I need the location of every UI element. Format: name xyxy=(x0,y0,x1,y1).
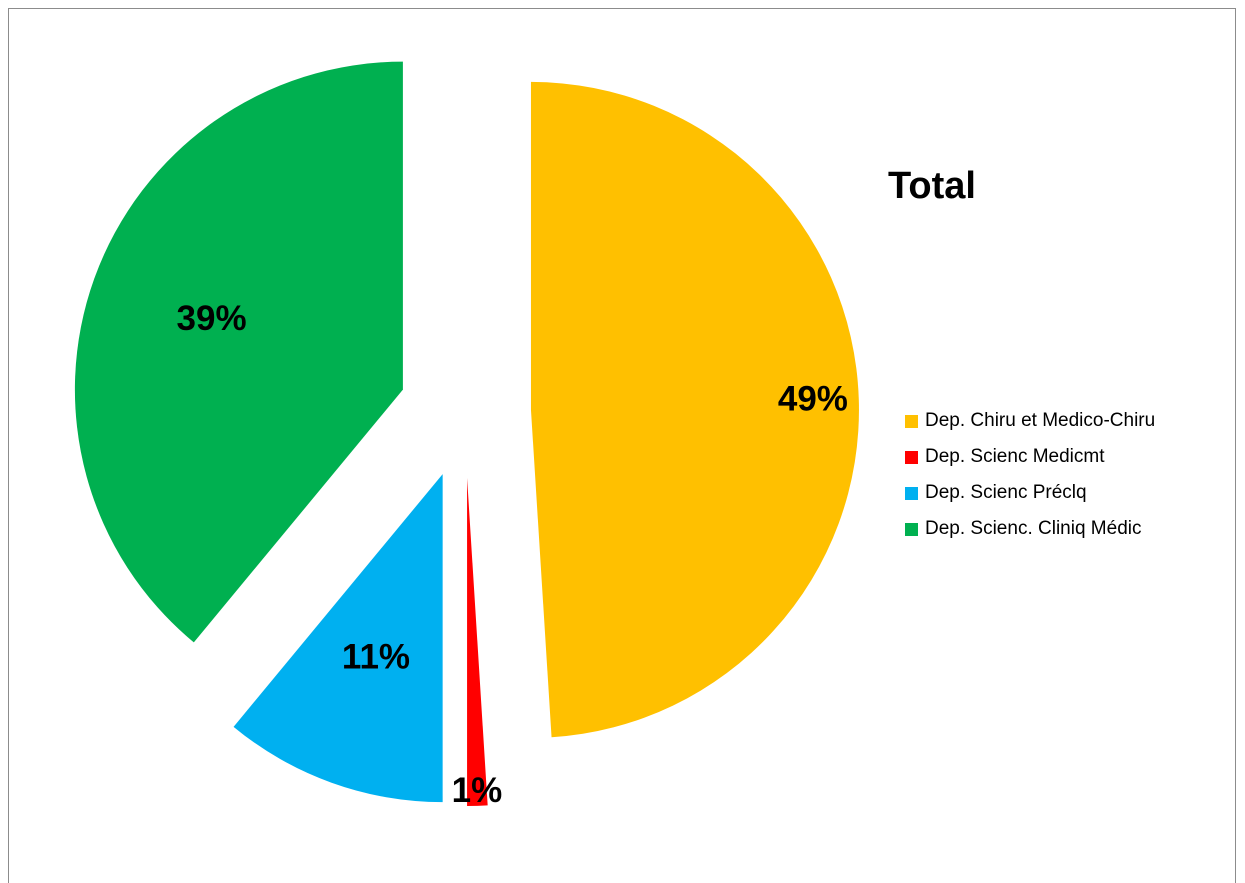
legend-label: Dep. Scienc Medicmt xyxy=(925,446,1105,467)
slice-preclq xyxy=(233,474,443,803)
data-label: 1% xyxy=(452,771,503,810)
legend-swatch xyxy=(905,450,918,464)
legend-label: Dep. Chiru et Medico-Chiru xyxy=(925,410,1156,431)
data-label: 39% xyxy=(177,299,247,338)
data-label: 11% xyxy=(342,638,410,677)
legend: Dep. Chiru et Medico-Chiru Dep. Scienc M… xyxy=(905,404,1155,548)
data-label: 49% xyxy=(778,379,848,418)
legend-label: Dep. Scienc Préclq xyxy=(925,482,1087,503)
legend-item-preclq: Dep. Scienc Préclq xyxy=(905,476,1155,510)
legend-swatch xyxy=(905,414,918,428)
legend-item-cliniq: Dep. Scienc. Cliniq Médic xyxy=(905,512,1155,546)
legend-swatch xyxy=(905,522,918,536)
legend-swatch xyxy=(905,486,918,500)
slice-medicmt xyxy=(467,477,488,806)
chart-title: Total xyxy=(888,165,976,207)
legend-item-medicmt: Dep. Scienc Medicmt xyxy=(905,440,1155,474)
slice-chiru xyxy=(530,81,859,738)
slice-cliniq xyxy=(74,61,403,643)
legend-item-chiru: Dep. Chiru et Medico-Chiru xyxy=(905,404,1155,438)
legend-label: Dep. Scienc. Cliniq Médic xyxy=(925,518,1142,539)
